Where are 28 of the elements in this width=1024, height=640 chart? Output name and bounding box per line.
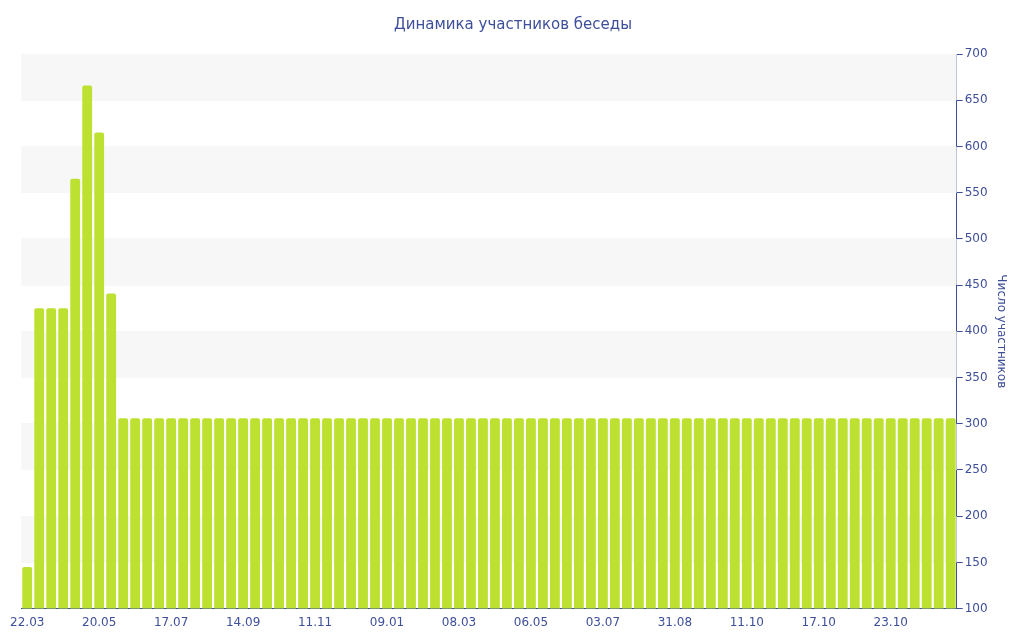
chart-title: Динамика участников беседы bbox=[393, 14, 633, 33]
y-tick-label: 700 bbox=[964, 46, 988, 61]
y-tick-label: 150 bbox=[964, 554, 988, 569]
y-tick-label: 450 bbox=[964, 277, 988, 292]
x-tick-label: 17.07 bbox=[153, 614, 189, 629]
x-tick-label: 17.10 bbox=[801, 614, 836, 629]
x-tick-label: 11.11 bbox=[297, 614, 333, 629]
y-tick-label: 300 bbox=[964, 415, 988, 430]
x-tick-label: 11.10 bbox=[729, 614, 764, 629]
x-tick-label: 31.08 bbox=[657, 614, 693, 629]
x-tick-label: 09.01 bbox=[369, 614, 405, 629]
y-tick-label: 400 bbox=[964, 323, 988, 338]
x-tick-label: 08.03 bbox=[441, 614, 477, 629]
x-tick-label: 22.03 bbox=[10, 614, 45, 629]
x-tick-label: 20.05 bbox=[82, 614, 117, 629]
x-tick-label: 23.10 bbox=[873, 614, 908, 629]
y-tick-label: 600 bbox=[964, 138, 988, 153]
y-tick-label: 200 bbox=[964, 508, 988, 523]
x-tick-label: 06.05 bbox=[513, 614, 549, 629]
y-tick-label: 100 bbox=[964, 600, 988, 615]
x-tick-label: 14.09 bbox=[225, 614, 261, 629]
y-tick-label: 250 bbox=[964, 462, 988, 477]
y-axis-title: Число участников bbox=[994, 274, 1009, 389]
y-tick-label: 550 bbox=[964, 184, 988, 199]
y-tick-label: 650 bbox=[964, 92, 988, 107]
y-tick-label: 500 bbox=[964, 230, 988, 245]
x-tick-label: 03.07 bbox=[585, 614, 621, 629]
y-tick-label: 350 bbox=[964, 369, 988, 384]
